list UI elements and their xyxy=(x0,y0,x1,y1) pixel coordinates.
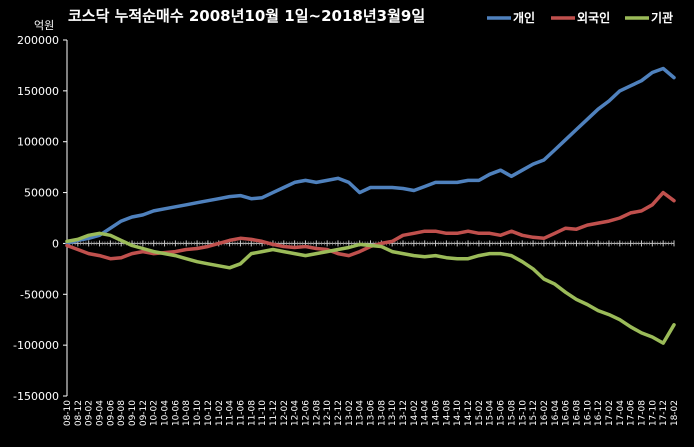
x-tick-label: 17-08 xyxy=(637,400,647,426)
x-tick-label: 13-02 xyxy=(345,400,355,426)
x-tick-label: 15-08 xyxy=(507,400,517,426)
x-tick-label: 09-12 xyxy=(139,400,149,426)
x-tick-label: 11-04 xyxy=(226,400,236,426)
y-tick-label: -100000 xyxy=(13,339,59,352)
series-lines xyxy=(65,66,676,345)
legend-label-0: 개인 xyxy=(513,10,535,25)
x-tick-label: 10-02 xyxy=(150,400,160,426)
x-tick-label: 16-02 xyxy=(540,400,550,426)
x-tick-label: 13-10 xyxy=(388,400,398,426)
x-tick-label: 15-12 xyxy=(529,400,539,426)
x-tick-label: 17-10 xyxy=(648,400,658,426)
axes: 200000 150000 100000 50000 0 -50000 -100000 -15… xyxy=(13,34,680,426)
x-tick-label: 10-12 xyxy=(204,400,214,426)
x-tick-label: 17-02 xyxy=(605,400,615,426)
x-tick-label: 13-08 xyxy=(377,400,387,426)
x-tick-label: 10-10 xyxy=(193,400,203,426)
x-tick-label: 09-04 xyxy=(96,400,106,426)
x-tick-label: 17-06 xyxy=(627,400,637,426)
x-tick-label: 09-02 xyxy=(85,400,95,426)
x-tick-label: 16-10 xyxy=(583,400,593,426)
x-tick-label: 16-06 xyxy=(562,400,572,426)
x-tick-label: 12-08 xyxy=(312,400,322,426)
x-tick-label: 11-02 xyxy=(215,400,225,426)
x-tick-label: 13-04 xyxy=(356,400,366,426)
x-tick-label: 14-08 xyxy=(442,400,452,426)
chart-title: 코스닥 누적순매수 2008년10월 1일~2018년3월9일 xyxy=(68,7,425,25)
x-tick-label: 09-06 xyxy=(106,400,116,426)
y-tick-label: 50000 xyxy=(24,187,59,200)
x-tick-label: 15-02 xyxy=(475,400,485,426)
x-tick-label: 12-02 xyxy=(280,400,290,426)
x-tick-label: 10-06 xyxy=(171,400,181,426)
x-tick-label: 12-12 xyxy=(334,400,344,426)
x-tick-label: 14-06 xyxy=(432,400,442,426)
y-tick-label: 100000 xyxy=(17,136,59,149)
x-tick-label: 17-12 xyxy=(659,400,669,426)
x-tick-label: 11-08 xyxy=(247,400,257,426)
y-tick-label: -50000 xyxy=(20,288,59,301)
x-tick-label: 18-02 xyxy=(670,400,680,426)
x-tick-label: 12-04 xyxy=(291,400,301,426)
x-tick-label: 09-10 xyxy=(128,400,138,426)
x-tick-label: 13-12 xyxy=(399,400,409,426)
x-tick-label: 16-04 xyxy=(551,400,561,426)
y-tick-label: -150000 xyxy=(13,390,59,403)
x-tick-label: 13-06 xyxy=(367,400,377,426)
x-tick-label: 10-04 xyxy=(161,400,171,426)
x-tick-label: 08-10 xyxy=(63,400,73,426)
y-tick-label: 0 xyxy=(52,237,59,250)
x-tick-label: 16-12 xyxy=(594,400,604,426)
x-tick-label: 12-10 xyxy=(323,400,333,426)
x-tick-label: 17-04 xyxy=(616,400,626,426)
legend-label-1: 외국인 xyxy=(577,10,610,25)
x-tick-label: 15-06 xyxy=(497,400,507,426)
x-tick-label: 08-12 xyxy=(74,400,84,426)
x-tick-label: 11-12 xyxy=(269,400,279,426)
x-tick-label: 10-08 xyxy=(182,400,192,426)
y-axis-unit: 억원 xyxy=(34,19,54,32)
x-tick-label: 11-06 xyxy=(236,400,246,426)
x-tick-label: 12-06 xyxy=(301,400,311,426)
x-tick-label: 14-12 xyxy=(464,400,474,426)
y-tick-label: 200000 xyxy=(17,34,59,47)
x-tick-label: 11-10 xyxy=(258,400,268,426)
x-tick-label: 16-08 xyxy=(572,400,582,426)
y-tick-label: 150000 xyxy=(17,85,59,98)
series-line-0 xyxy=(65,66,676,246)
x-tick-label: 15-04 xyxy=(486,400,496,426)
x-tick-label: 14-04 xyxy=(421,400,431,426)
legend: 개인 외국인 기관 xyxy=(487,10,673,25)
x-tick-label: 14-10 xyxy=(453,400,463,426)
series-line-2 xyxy=(65,231,676,345)
x-tick-label: 14-02 xyxy=(410,400,420,426)
x-tick-label: 09-08 xyxy=(117,400,127,426)
legend-label-2: 기관 xyxy=(651,10,673,25)
x-tick-label: 15-10 xyxy=(518,400,528,426)
